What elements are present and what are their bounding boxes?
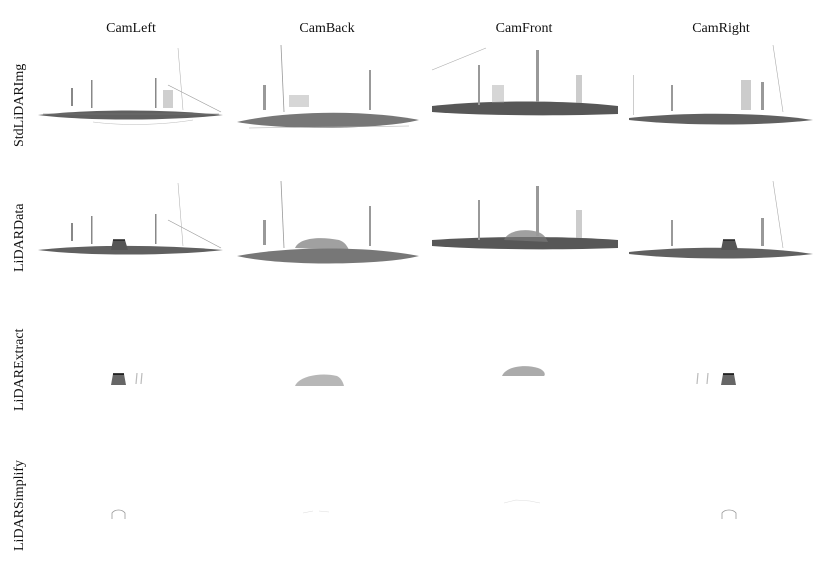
column-header-camleft: CamLeft [106, 21, 156, 36]
panel-stdlidarimg-camright [623, 40, 819, 170]
panel-stdlidarimg-camfront [426, 40, 622, 170]
column-header-camfront: CamFront [495, 21, 553, 36]
row-label-stdlidarimg: StdLiDARImg [12, 63, 27, 147]
panel-lidarextract-camback [229, 310, 425, 440]
panel-lidarsimplify-camback [229, 445, 425, 575]
column-header-camright: CamRight [692, 21, 750, 36]
panel-lidardata-camright [623, 178, 819, 308]
column-header-camback: CamBack [299, 21, 355, 36]
panel-lidardata-camback [229, 178, 425, 308]
panel-lidarextract-camfront [426, 310, 622, 440]
panel-lidarsimplify-camleft [33, 445, 229, 575]
panel-lidardata-camfront [426, 178, 622, 308]
panel-stdlidarimg-camback [229, 40, 425, 170]
row-label-lidarsimplify: LiDARSimplify [12, 459, 27, 551]
panel-lidarsimplify-camright [623, 445, 819, 575]
row-label-lidardata: LiDARData [12, 203, 27, 272]
panel-stdlidarimg-camleft [33, 40, 229, 170]
panel-lidarsimplify-camfront [426, 445, 622, 575]
panel-lidarextract-camright [623, 310, 819, 440]
row-label-lidarextract: LiDARExtract [12, 328, 27, 412]
panel-lidarextract-camleft [33, 310, 229, 440]
panel-lidardata-camleft [33, 178, 229, 308]
